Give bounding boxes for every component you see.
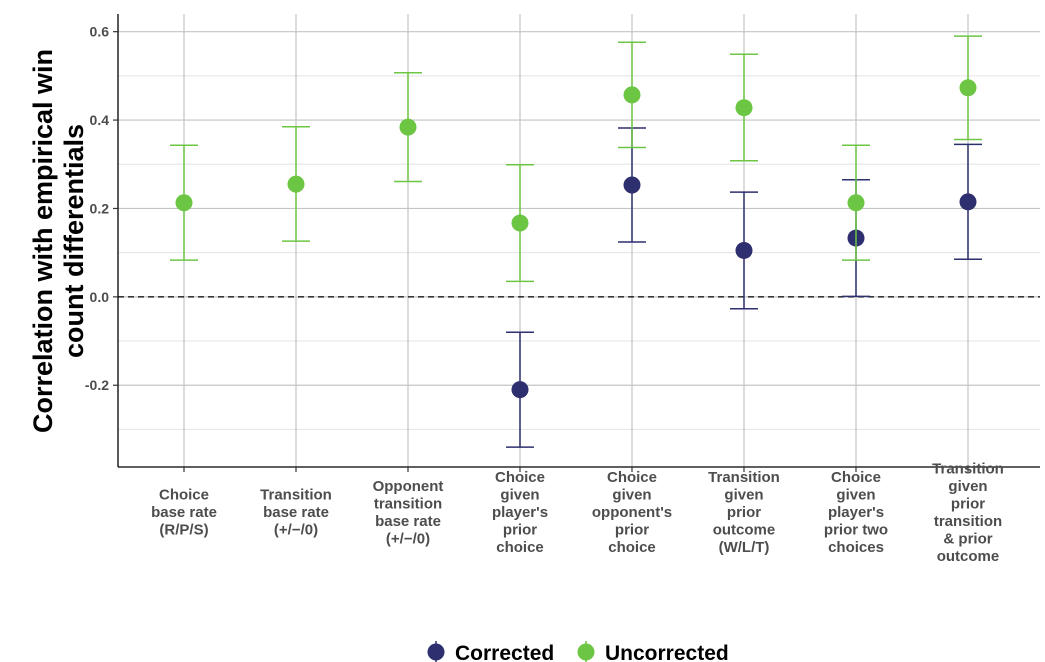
y-axis-title-line: count differentials <box>59 124 89 358</box>
x-tick-label-line: given <box>500 487 539 504</box>
x-tick-label-line: transition <box>374 495 442 512</box>
x-tick-label-line: Transition <box>708 469 780 486</box>
x-tick-label-line: (R/P/S) <box>159 522 208 539</box>
x-tick-label-line: Transition <box>932 460 1004 477</box>
x-tick-label-line: Choice <box>831 469 881 486</box>
legend-key-uncorrected <box>577 643 595 661</box>
uncorrected-point <box>287 175 305 193</box>
uncorrected-point <box>959 79 977 97</box>
uncorrected-point <box>623 86 641 104</box>
x-tick-label-line: (+/−/0) <box>274 522 318 539</box>
y-axis-title-line: Correlation with empirical win <box>28 49 58 433</box>
x-tick-label-line: given <box>612 487 651 504</box>
x-tick-label: Transition given prior transition & prior out… <box>932 460 1004 565</box>
x-tick-label-line: Opponent <box>373 478 444 495</box>
x-tick-label-line: choice <box>496 539 544 556</box>
uncorrected-point <box>847 194 865 212</box>
uncorrected-point <box>511 214 529 232</box>
x-tick-label: Transition given prior outcome (W/L/T) <box>708 469 780 556</box>
x-tick-label-line: given <box>724 487 763 504</box>
x-tick-label: Choice base rate (R/P/S) <box>151 487 217 539</box>
legend-label-uncorrected: Uncorrected <box>605 642 729 662</box>
uncorrected-point <box>399 118 417 136</box>
y-tick-label: 0.4 <box>90 112 110 128</box>
x-tick-label-line: (+/−/0) <box>386 530 430 547</box>
x-tick-label-line: prior <box>615 522 649 539</box>
x-tick-label: Opponent transition base rate (+/−/0) <box>373 478 444 548</box>
legend-label-corrected: Corrected <box>455 642 554 662</box>
x-tick-label-line: opponent's <box>592 504 672 521</box>
x-tick-label-line: player's <box>492 504 548 521</box>
corrected-point <box>511 381 529 399</box>
x-tick-label: Transition base rate (+/−/0) <box>260 487 332 539</box>
x-tick-label-line: Choice <box>607 469 657 486</box>
x-tick-label-line: transition <box>934 513 1002 530</box>
corrected-point <box>623 176 641 194</box>
x-tick-label-line: (W/L/T) <box>719 539 770 556</box>
x-tick-label-line: base rate <box>151 504 217 521</box>
x-tick-label-line: Choice <box>495 469 545 486</box>
x-tick-label-line: Transition <box>260 487 332 504</box>
x-tick-label-line: choice <box>608 539 656 556</box>
y-tick-label: 0.6 <box>90 24 110 40</box>
x-tick-label-line: prior two <box>824 522 888 539</box>
x-tick-label-line: outcome <box>713 522 776 539</box>
x-tick-label-line: given <box>836 487 875 504</box>
x-tick-label-line: choices <box>828 539 884 556</box>
x-tick-label: Choice given opponent's prior choice <box>592 469 672 556</box>
y-tick-label: -0.2 <box>85 377 109 393</box>
uncorrected-point <box>735 99 753 117</box>
uncorrected-point <box>175 194 193 212</box>
x-tick-label-line: outcome <box>937 548 1000 565</box>
x-tick-label-line: player's <box>828 504 884 521</box>
x-tick-label-line: & prior <box>943 530 992 547</box>
legend-key-corrected <box>427 643 445 661</box>
y-tick-label: 0.2 <box>90 200 110 216</box>
x-tick-label-line: Choice <box>159 487 209 504</box>
x-tick-label-line: prior <box>951 495 985 512</box>
x-tick-label: Choice given player's prior choice <box>492 469 548 556</box>
x-tick-label-line: base rate <box>263 504 329 521</box>
x-tick-label-line: given <box>948 478 987 495</box>
corrected-point <box>959 193 977 211</box>
x-tick-label-line: prior <box>503 522 537 539</box>
x-tick-label: Choice given player's prior two choices <box>824 469 888 556</box>
x-tick-label-line: prior <box>727 504 761 521</box>
y-axis-title: Correlation with empirical wincount diff… <box>28 49 89 433</box>
y-tick-label: 0.0 <box>90 289 110 305</box>
corrected-point <box>735 241 753 259</box>
x-tick-label-line: base rate <box>375 513 441 530</box>
